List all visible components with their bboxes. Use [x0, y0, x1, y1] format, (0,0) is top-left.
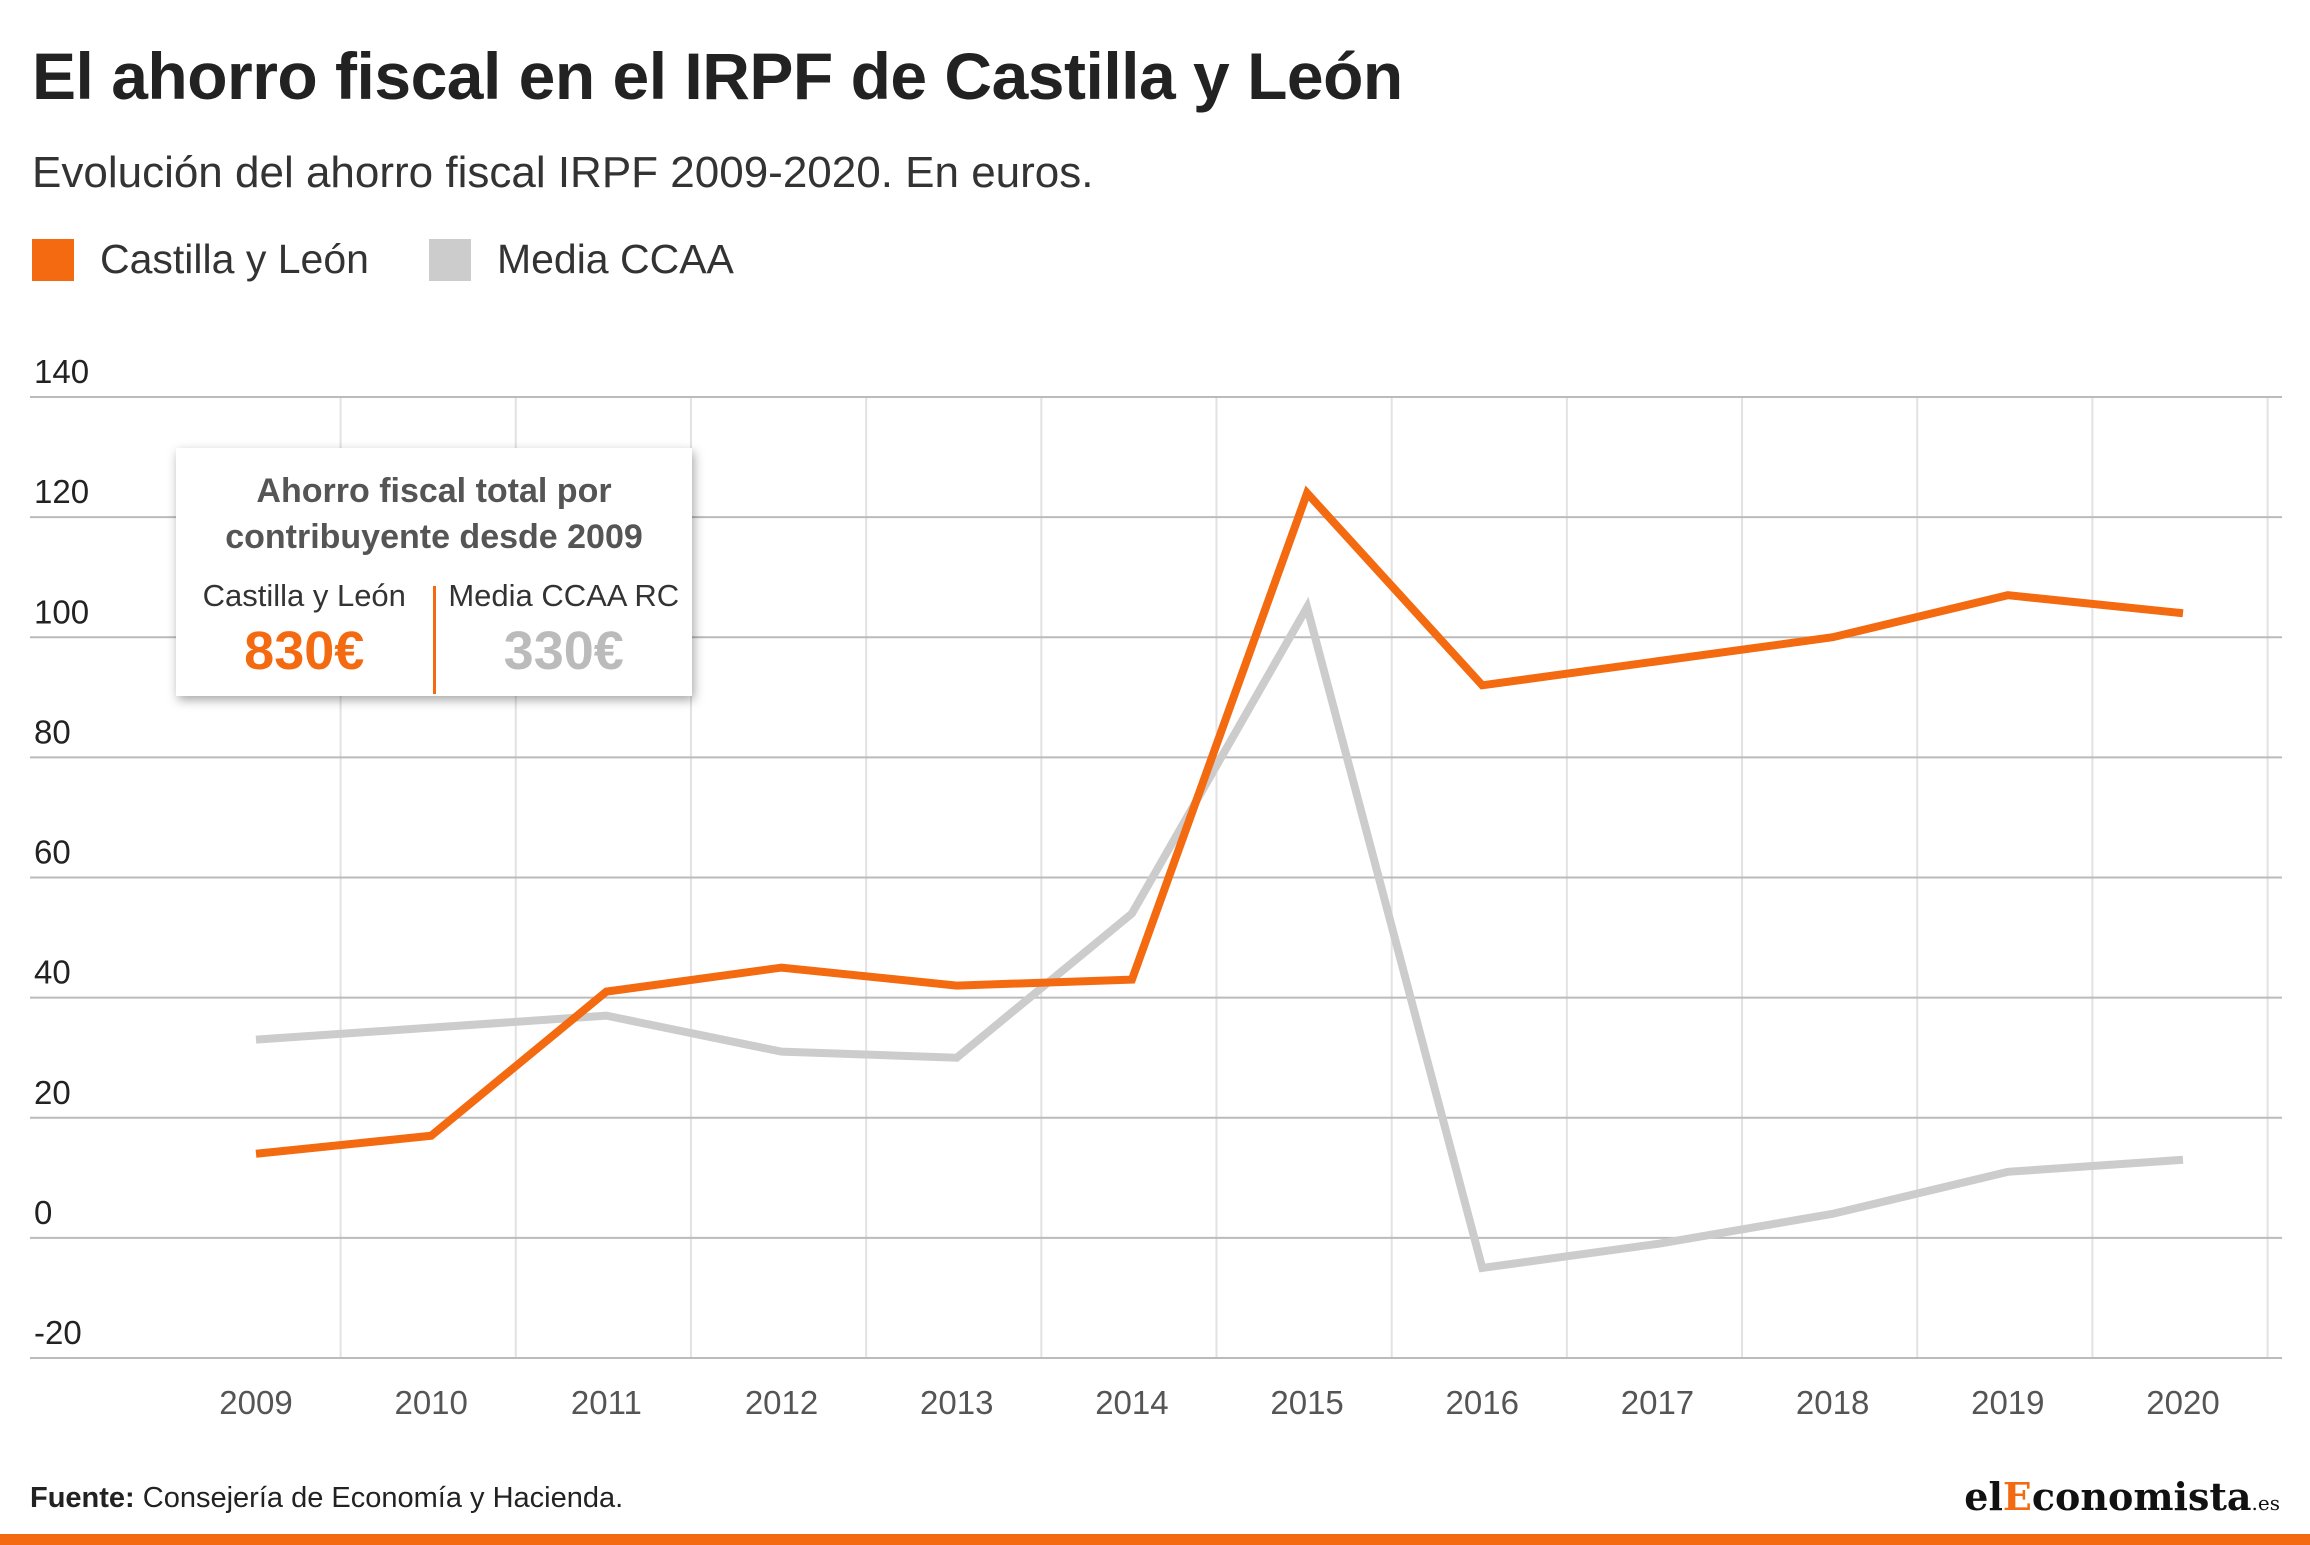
- x-tick-label: 2020: [2146, 1384, 2219, 1421]
- y-tick-label: 80: [34, 713, 71, 750]
- series-line-media: [255, 596, 2184, 1273]
- legend-item-media: Media CCAA: [428, 236, 734, 283]
- summary-media-value: 330€: [503, 621, 624, 681]
- summary-media: Media CCAA RC 330€: [436, 578, 693, 694]
- y-tick-label: 120: [34, 473, 89, 510]
- logo-es: .es: [2251, 1491, 2280, 1515]
- summary-title-line1: Ahorro fiscal total por: [256, 472, 612, 510]
- summary-title-line2: contribuyente desde 2009: [225, 518, 643, 556]
- summary-columns: Castilla y León 830€ Media CCAA RC 330€: [176, 578, 692, 694]
- y-tick-label: 0: [34, 1194, 52, 1231]
- y-tick-label: 100: [34, 593, 89, 630]
- source-note: Fuente: Consejería de Economía y Haciend…: [30, 1482, 623, 1515]
- legend-item-castilla: Castilla y León: [32, 236, 369, 283]
- series-line-castilla: [255, 485, 2184, 1158]
- y-tick-label: -20: [34, 1314, 82, 1351]
- logo-el: el: [1964, 1474, 2003, 1519]
- bottom-accent-bar: [0, 1534, 2310, 1545]
- legend-label-castilla: Castilla y León: [100, 236, 369, 282]
- summary-castilla-value: 830€: [244, 621, 365, 681]
- y-tick-label: 140: [34, 353, 89, 390]
- logo-rest: conomista: [2031, 1474, 2252, 1519]
- source-text: Consejería de Economía y Hacienda.: [142, 1482, 624, 1514]
- x-tick-label: 2018: [1796, 1384, 1869, 1421]
- summary-castilla: Castilla y León 830€: [176, 578, 433, 694]
- source-label: Fuente:: [30, 1482, 135, 1514]
- y-tick-label: 20: [34, 1074, 71, 1111]
- summary-divider: [432, 586, 436, 694]
- x-tick-label: 2011: [571, 1384, 642, 1421]
- y-tick-label: 40: [34, 954, 71, 991]
- x-tick-label: 2017: [1621, 1384, 1694, 1421]
- x-tick-label: 2012: [745, 1384, 818, 1421]
- legend-swatch-media: [428, 238, 471, 281]
- summary-media-label: Media CCAA RC: [448, 578, 680, 613]
- logo-e: E: [2002, 1474, 2032, 1519]
- x-tick-label: 2014: [1095, 1384, 1168, 1421]
- brand-logo: elEconomista.es: [1964, 1474, 2280, 1519]
- summary-box: Ahorro fiscal total por contribuyente de…: [176, 448, 692, 696]
- x-tick-label: 2013: [920, 1384, 993, 1421]
- x-tick-label: 2010: [394, 1384, 467, 1421]
- x-tick-label: 2016: [1446, 1384, 1519, 1421]
- chart-subtitle: Evolución del ahorro fiscal IRPF 2009-20…: [32, 148, 1094, 197]
- x-tick-label: 2015: [1270, 1384, 1343, 1421]
- y-tick-label: 60: [34, 834, 71, 871]
- summary-castilla-label: Castilla y León: [202, 578, 406, 613]
- legend-swatch-castilla: [32, 238, 74, 281]
- line-chart: 140 120 100 80 60 40 20 0 -20 2009 2010 2011 2012 201…: [30, 353, 2282, 1421]
- legend-label-media: Media CCAA: [496, 236, 734, 282]
- summary-title: Ahorro fiscal total por contribuyente de…: [176, 468, 692, 560]
- legend: Castilla y León Media CCAA: [32, 236, 794, 283]
- x-tick-label: 2009: [219, 1384, 292, 1421]
- chart-title: El ahorro fiscal en el IRPF de Castilla …: [32, 39, 1403, 113]
- x-tick-label: 2019: [1971, 1384, 2044, 1421]
